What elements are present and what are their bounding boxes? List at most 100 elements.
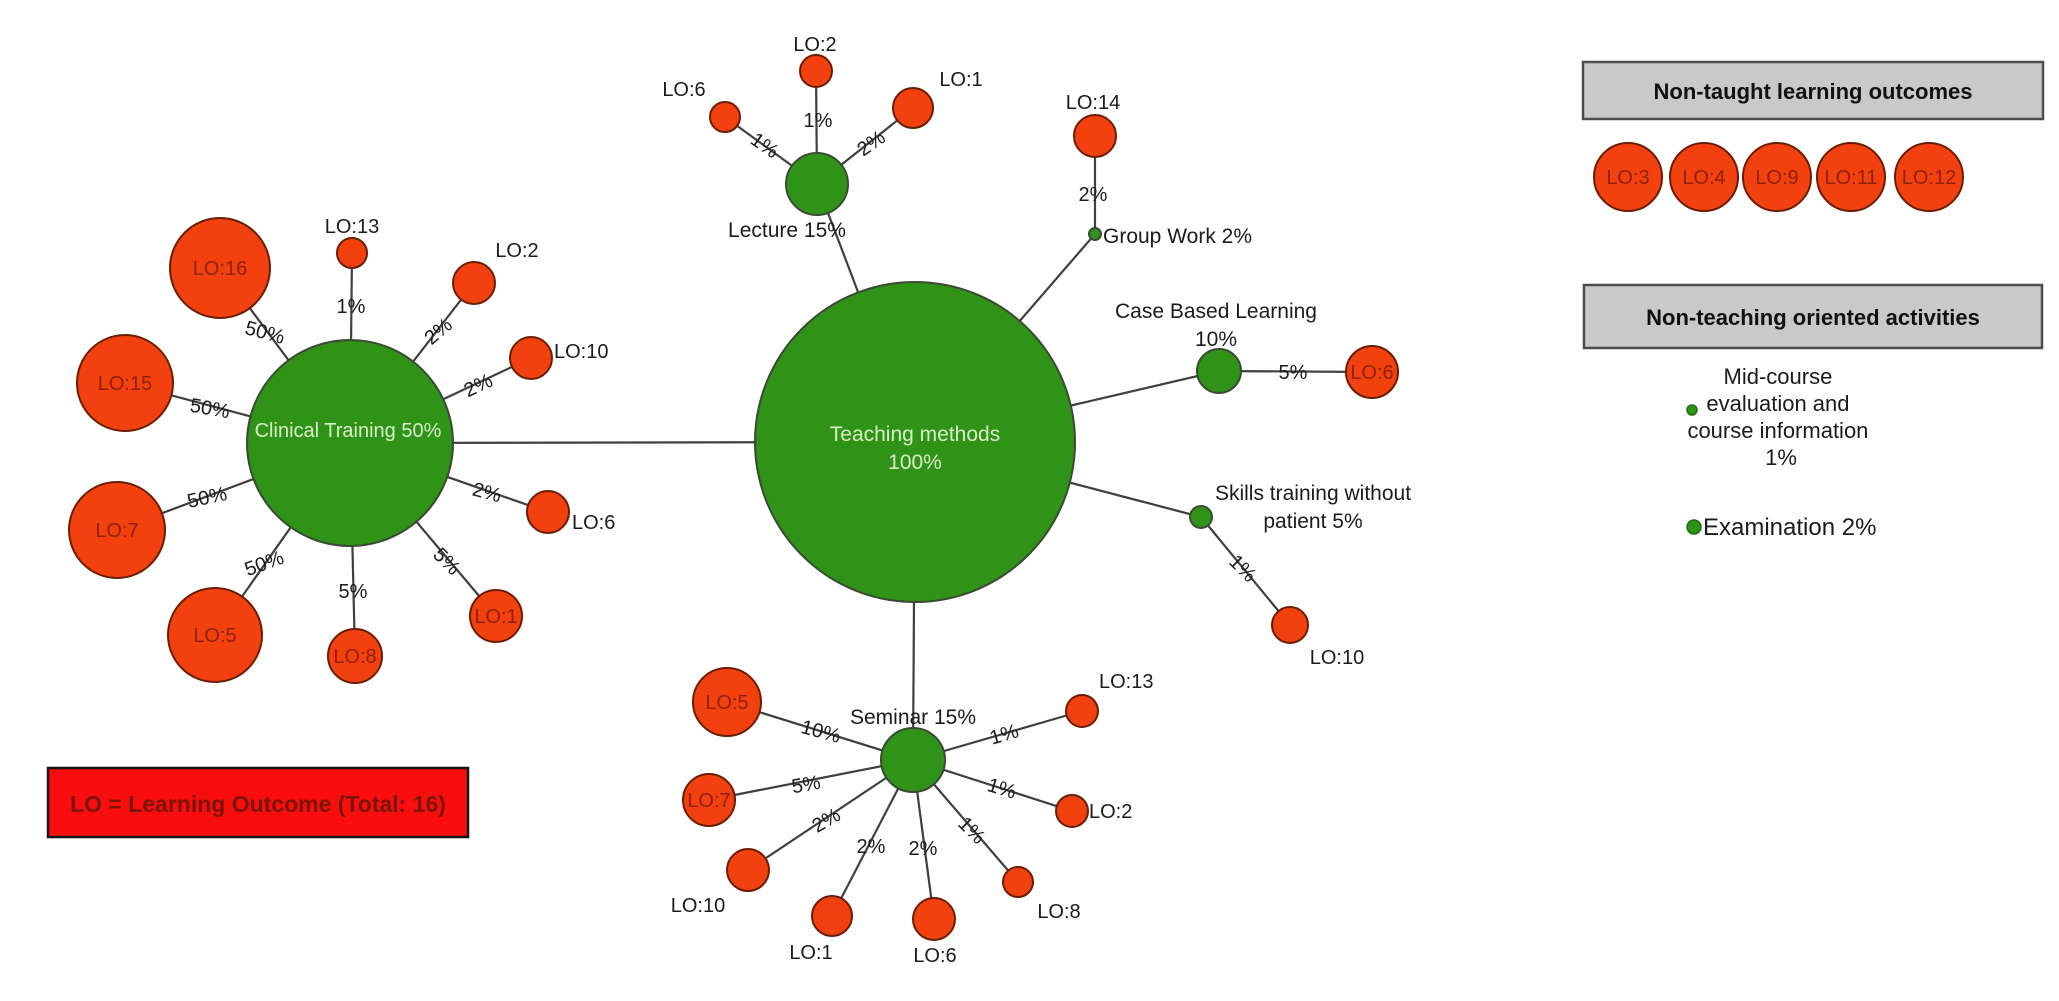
hub-lec-label: Lecture 15% bbox=[728, 219, 846, 242]
node-ct-lo-15-circle bbox=[76, 334, 174, 432]
edge-ct-lo-5-pct: 50% bbox=[242, 547, 287, 581]
node-sem-lo-6-label: LO:6 bbox=[913, 945, 956, 967]
edge-ct-lo-6-pct: 2% bbox=[470, 479, 504, 508]
node-ct-lo-6-circle bbox=[526, 490, 570, 534]
mid-course-label: Mid-course evaluation and course informa… bbox=[1687, 364, 1874, 470]
node-sem-lo-2-circle bbox=[1055, 794, 1089, 828]
node-sem-lo-7-circle bbox=[682, 773, 736, 827]
node-ct-lo-10-circle bbox=[509, 336, 553, 380]
non-taught-lo3-circle bbox=[1593, 142, 1663, 212]
mid-course-dot bbox=[1686, 404, 1698, 416]
node-sem-lo-2-label: LO:2 bbox=[1089, 801, 1132, 823]
non-teaching-header-box bbox=[1582, 283, 2044, 350]
examination-dot bbox=[1686, 519, 1702, 535]
node-sem-lo-13-label: LO:13 bbox=[1099, 671, 1153, 693]
edge-ct-lo-8-pct: 5% bbox=[339, 581, 368, 603]
non-teaching-header-title: Non-teaching oriented activities bbox=[1646, 305, 1980, 330]
non-taught-lo11-circle bbox=[1816, 142, 1886, 212]
node-ct-lo-10-label: LO:10 bbox=[554, 341, 608, 363]
hub-tm-label: Teaching methods bbox=[830, 423, 1000, 446]
node-skills-lo-10-circle bbox=[1271, 606, 1309, 644]
non-taught-lo9-label: LO:9 bbox=[1755, 167, 1798, 189]
non-taught-header-title: Non-taught learning outcomes bbox=[1654, 79, 1973, 104]
node-sem-lo-10-label: LO:10 bbox=[671, 895, 725, 917]
edge-sem-lo-1-pct: 2% bbox=[857, 836, 886, 858]
node-sem-lo-7-label: LO:7 bbox=[687, 790, 730, 812]
node-ct-lo-8-label: LO:8 bbox=[333, 646, 376, 668]
non-taught-lo3-label: LO:3 bbox=[1606, 167, 1649, 189]
node-gw-lo-14-label: LO:14 bbox=[1066, 92, 1120, 114]
non-taught-lo11-label: LO:11 bbox=[1825, 167, 1878, 189]
edge-ct-lo-1-pct: 5% bbox=[428, 544, 464, 580]
lo-note: LO = Learning Outcome (Total: 16) bbox=[46, 766, 470, 839]
node-sem-lo-1-label: LO:1 bbox=[789, 942, 832, 964]
edge-sem-lo-13-pct: 1% bbox=[987, 720, 1021, 749]
edge-ct-lo-10-pct: 2% bbox=[461, 370, 497, 402]
hub-lec-circle bbox=[785, 152, 849, 216]
edge-lec-lo-2-pct: 1% bbox=[804, 110, 833, 132]
hub-skills-label: Skills training without bbox=[1215, 482, 1411, 505]
node-ct-lo-13-label: LO:13 bbox=[325, 216, 379, 238]
edge-sem-lo-7-pct: 5% bbox=[790, 772, 823, 799]
hub-tm-circle bbox=[754, 281, 1076, 603]
node-ct-lo-1-circle bbox=[469, 589, 523, 643]
edge-skills-lo-10 bbox=[1200, 516, 1291, 626]
node-skills-lo-10-label: LO:10 bbox=[1310, 647, 1364, 669]
node-ct-lo-7-circle bbox=[68, 481, 166, 579]
node-ct-lo-6-label: LO:6 bbox=[572, 512, 615, 534]
edge-sem-lo-10 bbox=[747, 759, 914, 871]
edge-ct-lo-16-pct: 50% bbox=[243, 317, 288, 349]
non-taught-lo4-circle bbox=[1669, 142, 1739, 212]
edge-ct-lo-15-pct: 50% bbox=[188, 395, 231, 424]
node-cbl-lo-6-circle bbox=[1345, 345, 1399, 399]
node-ct-lo-13-circle bbox=[336, 237, 368, 269]
legend-non-teaching: Non-teaching oriented activities Mid-cou… bbox=[1582, 283, 2044, 541]
non-taught-header-box bbox=[1581, 60, 2045, 121]
hub-cbl-label: Case Based Learning bbox=[1115, 300, 1317, 323]
hub-gw-circle bbox=[1088, 227, 1102, 241]
hub-gw-label: Group Work 2% bbox=[1103, 225, 1252, 248]
node-lec-lo-2-circle bbox=[799, 54, 833, 88]
edge-ct-lo-7-pct: 50% bbox=[185, 483, 229, 513]
non-taught-lo12-circle bbox=[1894, 142, 1964, 212]
edge-gw-lo-14-pct: 2% bbox=[1079, 184, 1108, 206]
node-ct-lo-16-circle bbox=[169, 217, 271, 319]
legend-non-taught: Non-taught learning outcomes LO:3 LO:4 L… bbox=[1581, 60, 2045, 212]
edge-cbl-lo-6-pct: 5% bbox=[1279, 362, 1308, 384]
node-ct-lo-2-label: LO:2 bbox=[495, 240, 538, 262]
edge-sem-lo-6-pct: 2% bbox=[909, 838, 938, 860]
non-taught-lo9-circle bbox=[1742, 142, 1812, 212]
node-ct-lo-16-label: LO:16 bbox=[193, 258, 247, 280]
edge-ct-lo-13-pct: 1% bbox=[337, 296, 366, 318]
node-lec-lo-6-label: LO:6 bbox=[662, 79, 705, 101]
hub-skills-circle bbox=[1189, 505, 1213, 529]
teaching-methods-network: Teaching methods 100% Clinical Training 50… bbox=[68, 34, 1411, 967]
node-ct-lo-5-label: LO:5 bbox=[193, 625, 236, 647]
lo-note-box bbox=[46, 766, 470, 839]
node-ct-lo-15-label: LO:15 bbox=[98, 373, 152, 395]
node-lec-lo-1-label: LO:1 bbox=[939, 69, 982, 91]
node-ct-lo-5-circle bbox=[167, 587, 263, 683]
node-ct-lo-1-label: LO:1 bbox=[474, 606, 517, 628]
node-sem-lo-5-label: LO:5 bbox=[705, 692, 748, 714]
edge-sem-lo-5-pct: 10% bbox=[799, 716, 844, 748]
examination-label: Examination 2% bbox=[1703, 514, 1876, 541]
node-sem-lo-8-label: LO:8 bbox=[1037, 901, 1080, 923]
hub-cbl-circle bbox=[1196, 348, 1242, 394]
node-ct-lo-2-circle bbox=[452, 261, 496, 305]
node-gw-lo-14-circle bbox=[1073, 114, 1117, 158]
node-lec-lo-6-circle bbox=[709, 101, 741, 133]
non-taught-lo4-label: LO:4 bbox=[1682, 167, 1725, 189]
hub-cbl-label: 10% bbox=[1195, 328, 1237, 351]
hub-ct-label: Clinical Training 50% bbox=[255, 420, 442, 442]
node-sem-lo-8-circle bbox=[1002, 866, 1034, 898]
edge-lec-lo-6-pct: 1% bbox=[746, 129, 782, 164]
hub-skills-label: patient 5% bbox=[1263, 510, 1362, 533]
edge-sem-lo-2-pct: 1% bbox=[985, 774, 1019, 804]
node-ct-lo-7-label: LO:7 bbox=[95, 520, 138, 542]
node-lec-lo-1-circle bbox=[892, 87, 934, 129]
node-sem-lo-1-circle bbox=[811, 895, 853, 937]
hub-tm-label: 100% bbox=[888, 451, 942, 474]
node-ct-lo-8-circle bbox=[327, 628, 383, 684]
